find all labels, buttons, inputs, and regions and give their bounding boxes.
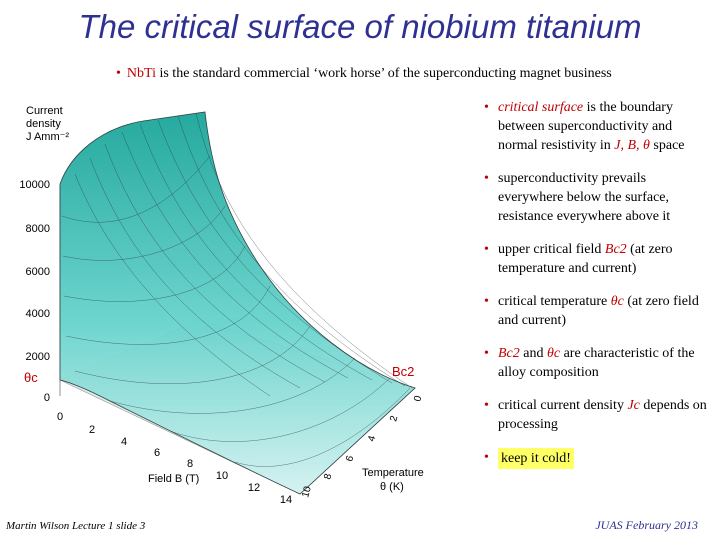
z-tick: 6000	[26, 266, 50, 278]
bullet-jc: • critical current density Jc depends on…	[484, 398, 707, 432]
b-axis-ticks: 0 2 4 6 8 10 12 14	[57, 411, 292, 506]
t-axis-title: Temperature θ (K)	[362, 467, 424, 493]
bullet-bc2: • upper critical field Bc2 (at zero temp…	[484, 242, 673, 276]
b-tick: 2	[89, 424, 95, 436]
z-axis-title: Current density J Amm⁻²	[26, 105, 69, 143]
bullet-icon: •	[116, 66, 121, 81]
t-tick: 2	[388, 414, 400, 423]
intro-highlight: NbTi	[126, 66, 156, 81]
svg-text:θ (K): θ (K)	[380, 481, 404, 493]
intro-text: is the standard commercial ‘work horse’ …	[155, 66, 612, 81]
b-tick: 12	[248, 482, 260, 494]
footer-date: JUAS February 2013	[595, 518, 698, 532]
bullet-icon: •	[484, 398, 489, 413]
bullet-keep-cold: • keep it cold!	[484, 448, 714, 469]
t-axis-ticks: 0 2 4 6 8 10	[300, 394, 424, 499]
b-tick: 4	[121, 436, 127, 448]
thetac-label: θc	[24, 370, 38, 385]
z-tick: 2000	[26, 351, 50, 363]
bullet-alloy: • Bc2 and θc are characteristic of the a…	[484, 346, 695, 380]
t-tick: 8	[322, 472, 334, 481]
b-axis-title: Field B (T)	[148, 473, 199, 485]
bullet-icon: •	[484, 171, 489, 186]
b-tick: 6	[154, 447, 160, 459]
t-tick: 6	[344, 454, 356, 463]
bullet-icon: •	[484, 346, 489, 361]
t-tick: 10	[300, 485, 314, 499]
svg-text:density: density	[26, 118, 61, 130]
bc2-label: Bc2	[392, 364, 414, 379]
bullet-critical-surface: • critical surface is the boundary betwe…	[484, 100, 685, 153]
svg-text:Temperature: Temperature	[362, 467, 424, 479]
b-tick: 14	[280, 494, 292, 506]
bullet-thetac: • critical temperature θc (at zero field…	[484, 294, 699, 328]
bullet-icon: •	[484, 294, 489, 309]
t-tick: 0	[412, 394, 424, 403]
bullet-icon: •	[484, 100, 489, 115]
svg-text:J Amm⁻²: J Amm⁻²	[26, 131, 69, 143]
critical-surface-term: critical surface	[498, 100, 584, 115]
b-tick: 10	[216, 470, 228, 482]
bullet-icon: •	[484, 242, 489, 257]
z-tick: 10000	[19, 179, 50, 191]
intro-line: • NbTi is the standard commercial ‘work h…	[116, 66, 716, 82]
keep-cold-highlight: keep it cold!	[498, 448, 574, 469]
b-tick: 8	[187, 458, 193, 470]
z-tick: 8000	[26, 223, 50, 235]
jbt-vars: J, B, θ	[614, 138, 650, 153]
z-axis-ticks: 10000 8000 6000 4000 2000 0	[19, 179, 50, 404]
svg-text:Current: Current	[26, 105, 63, 117]
t-tick: 4	[366, 434, 378, 443]
z-tick: 0	[44, 392, 50, 404]
slide-title: The critical surface of niobium titanium	[78, 8, 642, 45]
footer-author: Martin Wilson Lecture 1 slide 3	[6, 520, 146, 532]
b-tick: 0	[57, 411, 63, 423]
bullet-icon: •	[484, 450, 489, 465]
critical-surface-plot: 10000 8000 6000 4000 2000 0 Current dens…	[19, 105, 424, 506]
bullet-list: • critical surface is the boundary betwe…	[484, 98, 714, 483]
z-tick: 4000	[26, 308, 50, 320]
bullet-superconductivity: • superconductivity prevails everywhere …	[484, 171, 671, 224]
